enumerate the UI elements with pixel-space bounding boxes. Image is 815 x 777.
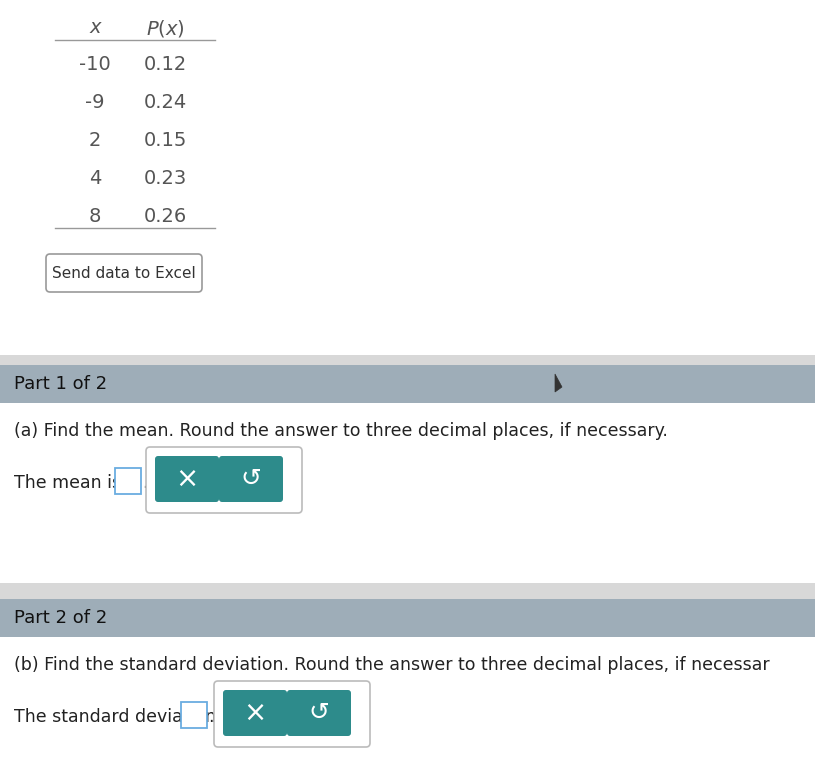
FancyBboxPatch shape xyxy=(0,637,815,777)
Text: -9: -9 xyxy=(86,92,105,112)
Text: (b) Find the standard deviation. Round the answer to three decimal places, if ne: (b) Find the standard deviation. Round t… xyxy=(14,656,769,674)
Text: The mean is: The mean is xyxy=(14,474,121,492)
Polygon shape xyxy=(555,374,562,392)
FancyBboxPatch shape xyxy=(115,468,141,494)
Text: 0.24: 0.24 xyxy=(143,92,187,112)
Text: 0.26: 0.26 xyxy=(143,207,187,225)
FancyBboxPatch shape xyxy=(0,599,815,637)
FancyBboxPatch shape xyxy=(0,403,815,583)
FancyBboxPatch shape xyxy=(46,254,202,292)
FancyBboxPatch shape xyxy=(0,0,815,355)
Text: $P(x)$: $P(x)$ xyxy=(146,18,184,39)
Text: ×: × xyxy=(175,465,199,493)
FancyBboxPatch shape xyxy=(146,447,302,513)
FancyBboxPatch shape xyxy=(287,690,351,736)
Text: .: . xyxy=(208,708,214,726)
Text: (a) Find the mean. Round the answer to three decimal places, if necessary.: (a) Find the mean. Round the answer to t… xyxy=(14,422,667,440)
Text: Send data to Excel: Send data to Excel xyxy=(52,266,196,280)
FancyBboxPatch shape xyxy=(0,365,815,403)
Text: -10: -10 xyxy=(79,54,111,74)
Text: 8: 8 xyxy=(89,207,101,225)
FancyBboxPatch shape xyxy=(219,456,283,502)
Text: x: x xyxy=(90,18,101,37)
Text: 2: 2 xyxy=(89,131,101,149)
Text: 0.12: 0.12 xyxy=(143,54,187,74)
Text: 0.23: 0.23 xyxy=(143,169,187,187)
Text: ↺: ↺ xyxy=(309,701,329,725)
Text: Part 2 of 2: Part 2 of 2 xyxy=(14,609,108,627)
FancyBboxPatch shape xyxy=(181,702,207,728)
Text: ↺: ↺ xyxy=(240,467,262,491)
Text: ×: × xyxy=(244,699,267,727)
Text: The standard deviation is: The standard deviation is xyxy=(14,708,236,726)
Text: 4: 4 xyxy=(89,169,101,187)
FancyBboxPatch shape xyxy=(214,681,370,747)
Text: Part 1 of 2: Part 1 of 2 xyxy=(14,375,107,393)
FancyBboxPatch shape xyxy=(155,456,219,502)
FancyBboxPatch shape xyxy=(223,690,287,736)
Text: 0.15: 0.15 xyxy=(143,131,187,149)
Text: .: . xyxy=(142,474,148,492)
